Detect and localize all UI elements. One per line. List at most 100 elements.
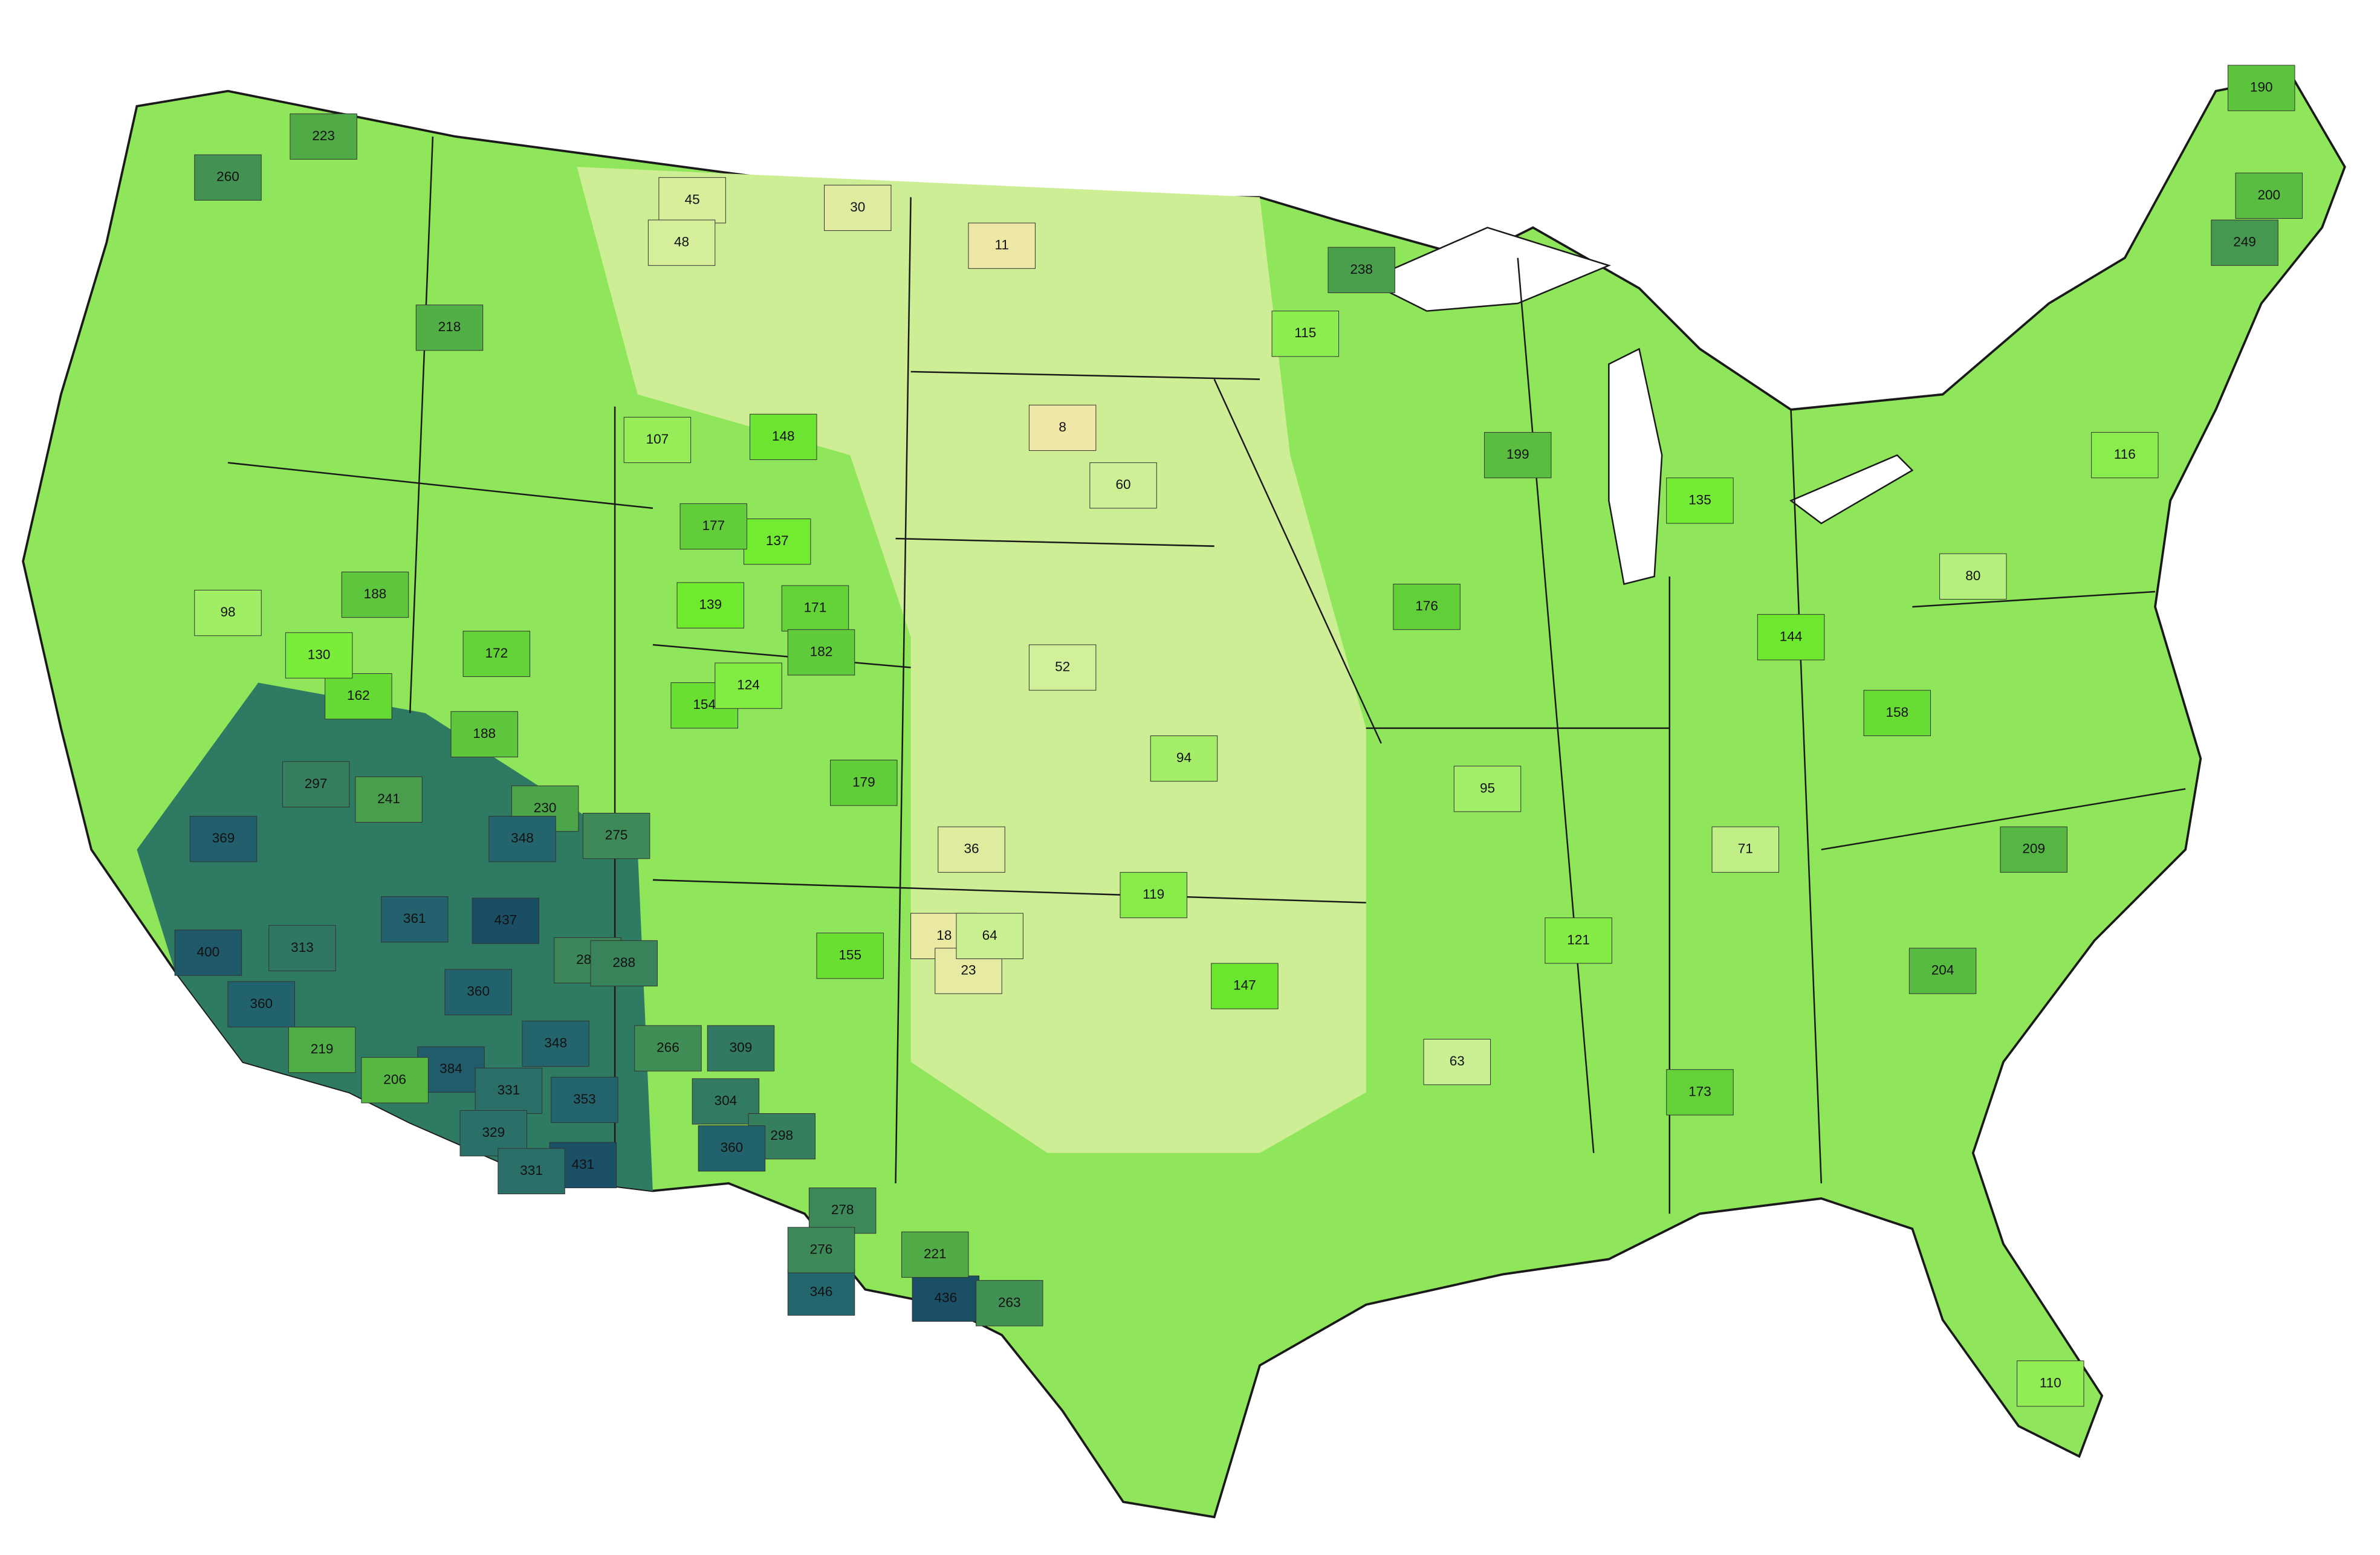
- county-label: 52: [1055, 659, 1070, 674]
- county-label: 190: [2250, 80, 2273, 95]
- county: [1423, 1039, 1491, 1085]
- county: [1028, 644, 1097, 691]
- county: [2091, 432, 2159, 479]
- county-label: 218: [438, 319, 461, 334]
- county-label: 18: [936, 928, 952, 943]
- county-label: 360: [721, 1140, 744, 1155]
- county: [968, 222, 1036, 269]
- county: [816, 933, 884, 979]
- county-label: 171: [804, 600, 827, 615]
- county-label: 238: [1350, 262, 1373, 277]
- lake-erie: [1789, 454, 1914, 525]
- county: [743, 519, 811, 565]
- county-label: 437: [494, 913, 517, 928]
- county: [787, 629, 855, 676]
- county: [1757, 614, 1825, 661]
- county: [498, 1148, 565, 1195]
- county-label: 199: [1506, 447, 1529, 462]
- county: [2017, 1360, 2084, 1407]
- county: [472, 897, 540, 944]
- county: [692, 1078, 760, 1125]
- county-label: 36: [964, 841, 979, 856]
- county-label: 431: [572, 1157, 595, 1172]
- county: [623, 416, 692, 464]
- county: [415, 305, 484, 351]
- county-label: 48: [674, 234, 689, 250]
- county: [676, 582, 744, 629]
- county: [1028, 404, 1097, 451]
- county-label: 384: [439, 1061, 462, 1076]
- county-label: 176: [1415, 598, 1438, 613]
- county-label: 361: [403, 911, 426, 926]
- county: [2211, 219, 2278, 266]
- county-label: 110: [2040, 1375, 2061, 1390]
- county-label: 263: [998, 1295, 1021, 1310]
- county: [647, 219, 716, 266]
- county-label: 276: [810, 1241, 833, 1256]
- county-label: 177: [702, 518, 725, 533]
- county-label: 11: [995, 238, 1009, 253]
- county: [174, 929, 242, 976]
- county: [341, 571, 409, 618]
- county-label: 144: [1780, 629, 1803, 644]
- county-label: 223: [312, 128, 335, 143]
- county: [325, 673, 392, 720]
- county-label: 360: [250, 996, 273, 1011]
- county: [1089, 462, 1157, 509]
- county-label: 209: [2022, 841, 2045, 856]
- county: [444, 969, 512, 1015]
- county-label: 135: [1688, 492, 1711, 507]
- county-label: 221: [924, 1246, 947, 1261]
- county: [2228, 65, 2295, 111]
- county-label: 115: [1294, 325, 1316, 340]
- county: [285, 632, 353, 679]
- county: [488, 816, 556, 862]
- county-label: 139: [699, 597, 722, 612]
- county: [355, 776, 423, 823]
- county: [194, 154, 262, 201]
- county: [1711, 826, 1779, 873]
- county-label: 45: [685, 192, 700, 207]
- county-label: 298: [770, 1128, 793, 1143]
- county: [1483, 432, 1552, 479]
- county-label: 23: [961, 963, 976, 978]
- county-label: 98: [220, 604, 235, 619]
- county: [475, 1067, 543, 1114]
- county: [417, 1046, 485, 1093]
- county: [551, 1076, 618, 1123]
- county-label: 172: [485, 645, 508, 661]
- county: [634, 1025, 702, 1072]
- county: [715, 662, 782, 709]
- county: [1328, 247, 1395, 293]
- county-label: 249: [2233, 234, 2256, 250]
- county: [901, 1231, 969, 1278]
- county: [707, 1025, 775, 1072]
- county-label: 8: [1059, 419, 1066, 435]
- county: [830, 760, 898, 806]
- county-label: 230: [534, 800, 557, 815]
- county-label: 275: [605, 827, 628, 842]
- county: [1393, 583, 1461, 630]
- county-label: 346: [810, 1284, 833, 1299]
- county: [590, 940, 658, 987]
- county: [582, 812, 650, 859]
- county: [787, 1227, 855, 1273]
- county: [1908, 948, 1977, 994]
- county-label: 162: [347, 688, 370, 703]
- county: [679, 503, 748, 550]
- county-label: 188: [473, 726, 496, 741]
- county-label: 155: [838, 947, 861, 962]
- county: [787, 1269, 855, 1316]
- county: [1120, 871, 1187, 919]
- county: [1863, 690, 1931, 736]
- county-label: 329: [482, 1125, 505, 1140]
- county-label: 348: [544, 1035, 567, 1050]
- county-label: 64: [982, 928, 997, 943]
- county: [2000, 826, 2067, 873]
- county-label: 130: [308, 647, 331, 662]
- lake-michigan: [1608, 348, 1663, 585]
- county-label: 94: [1176, 750, 1192, 765]
- county: [976, 1280, 1043, 1327]
